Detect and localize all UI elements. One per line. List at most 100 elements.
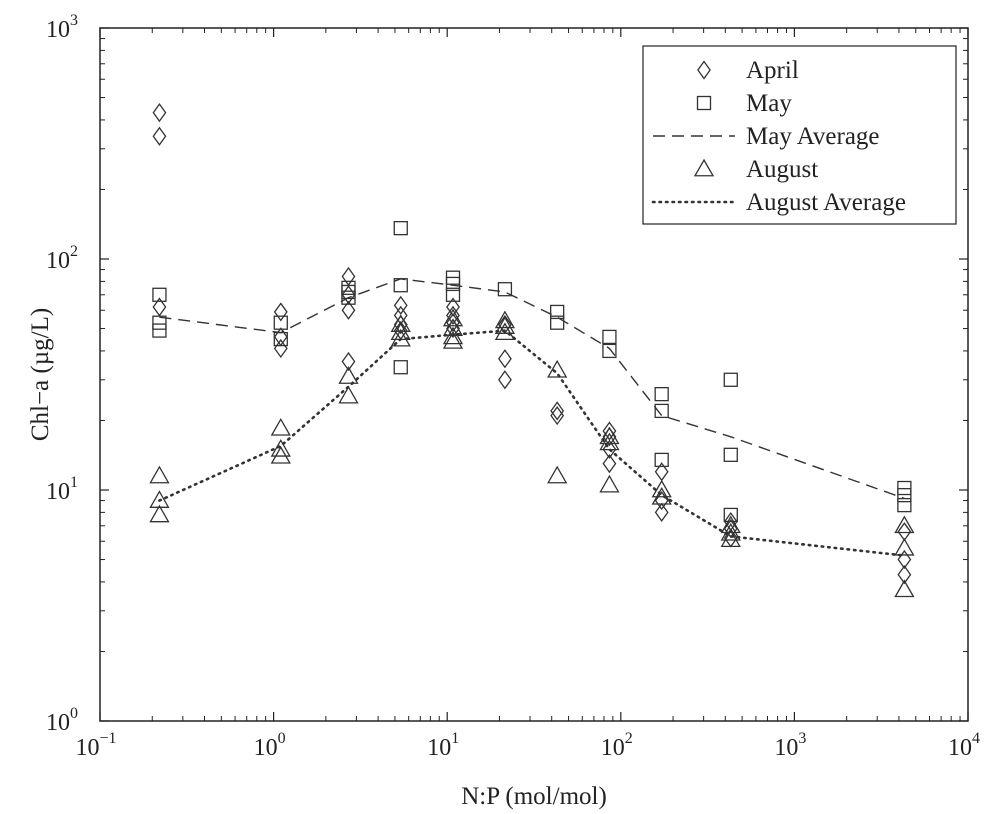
august-point [390,328,411,347]
august-point [270,439,291,457]
august-point [599,432,620,451]
legend-label-may: May [746,90,792,117]
may-point [723,447,738,462]
legend-item-may: May [696,90,792,117]
may-point [445,287,461,302]
may-point [273,331,288,347]
august-point [720,522,741,541]
april-point [273,302,288,322]
august-point [547,359,568,378]
april-point [393,295,408,315]
august-point [599,426,620,445]
august-point [894,579,915,598]
august-point [442,326,464,345]
april-point [550,401,565,421]
may-point [393,278,408,293]
august-point [547,465,568,484]
may-point [341,290,356,305]
august-average-line [158,329,906,557]
markers-layer [149,103,915,598]
may-point [654,452,669,468]
y-tick-label: 102 [46,243,78,274]
legend-item-august-average: August Average [651,189,906,216]
august-point [442,308,464,327]
august-point [651,486,672,505]
august-point [494,316,516,334]
may-point [152,323,167,338]
august-point [599,474,620,493]
y-tick-label: 103 [46,12,78,43]
april-point [550,405,565,426]
may-point [550,304,565,320]
august-point [338,366,359,384]
legend-items: April May May Average August August Average [651,57,906,216]
april-point [341,300,356,320]
august-point [338,385,359,404]
august-point [270,417,291,436]
april-point [602,421,617,441]
april-point [446,297,460,317]
april-point [497,370,512,390]
august-point [894,537,915,556]
may-point [654,386,669,402]
august-point [270,445,291,464]
legend: April May May Average August August Average [642,45,957,225]
april-point [897,565,912,585]
legend-swatch-april [697,60,711,80]
april-point [602,439,617,459]
x-tick-label: 10−1 [75,730,116,761]
x-tick-label: 100 [254,730,286,761]
april-point [602,454,617,474]
august-point [442,318,464,336]
august-point [442,331,464,349]
april-point [497,349,512,369]
april-point [654,502,669,522]
april-point [152,297,167,317]
y-axis-label: Chl−a (µg/L) [27,308,54,441]
august-point [651,479,672,498]
august-point [720,515,741,534]
may-point [445,276,461,292]
legend-item-april: April [697,57,799,84]
may-point [654,403,669,419]
may-point [393,221,408,236]
may-point [897,487,912,503]
x-tick-label: 102 [601,730,633,761]
may-point [723,507,738,523]
april-point [341,285,356,305]
april-point [446,305,460,326]
april-point [341,351,356,372]
may-point [723,372,738,387]
april-point [654,490,669,511]
may-point [273,315,288,330]
may-point [152,287,167,302]
may-point [393,360,408,375]
may-point [550,315,565,330]
august-point [720,529,741,547]
april-point [152,126,167,146]
legend-label-may-average: May Average [746,123,880,150]
legend-swatch-august [693,158,715,177]
august-point [494,310,516,329]
legend-label-april: April [746,57,799,84]
august-point [894,515,915,534]
x-tick-label: 103 [774,730,806,761]
may-point [497,282,513,297]
august-point [390,322,411,341]
legend-label-august-average: August Average [746,189,906,216]
april-point [723,519,738,539]
y-tick-label: 101 [46,474,78,505]
x-tick-label: 101 [427,730,459,761]
may-point [602,329,617,345]
x-tick-label: 104 [948,730,980,761]
may-point [897,497,912,513]
august-point [149,504,170,523]
legend-item-may-average: May Average [653,123,880,150]
legend-item-august: August [693,156,818,183]
x-axis-label: N:P (mol/mol) [461,783,607,810]
plot-frame [99,27,969,722]
may-point [152,315,167,330]
average-lines-layer [158,278,906,557]
